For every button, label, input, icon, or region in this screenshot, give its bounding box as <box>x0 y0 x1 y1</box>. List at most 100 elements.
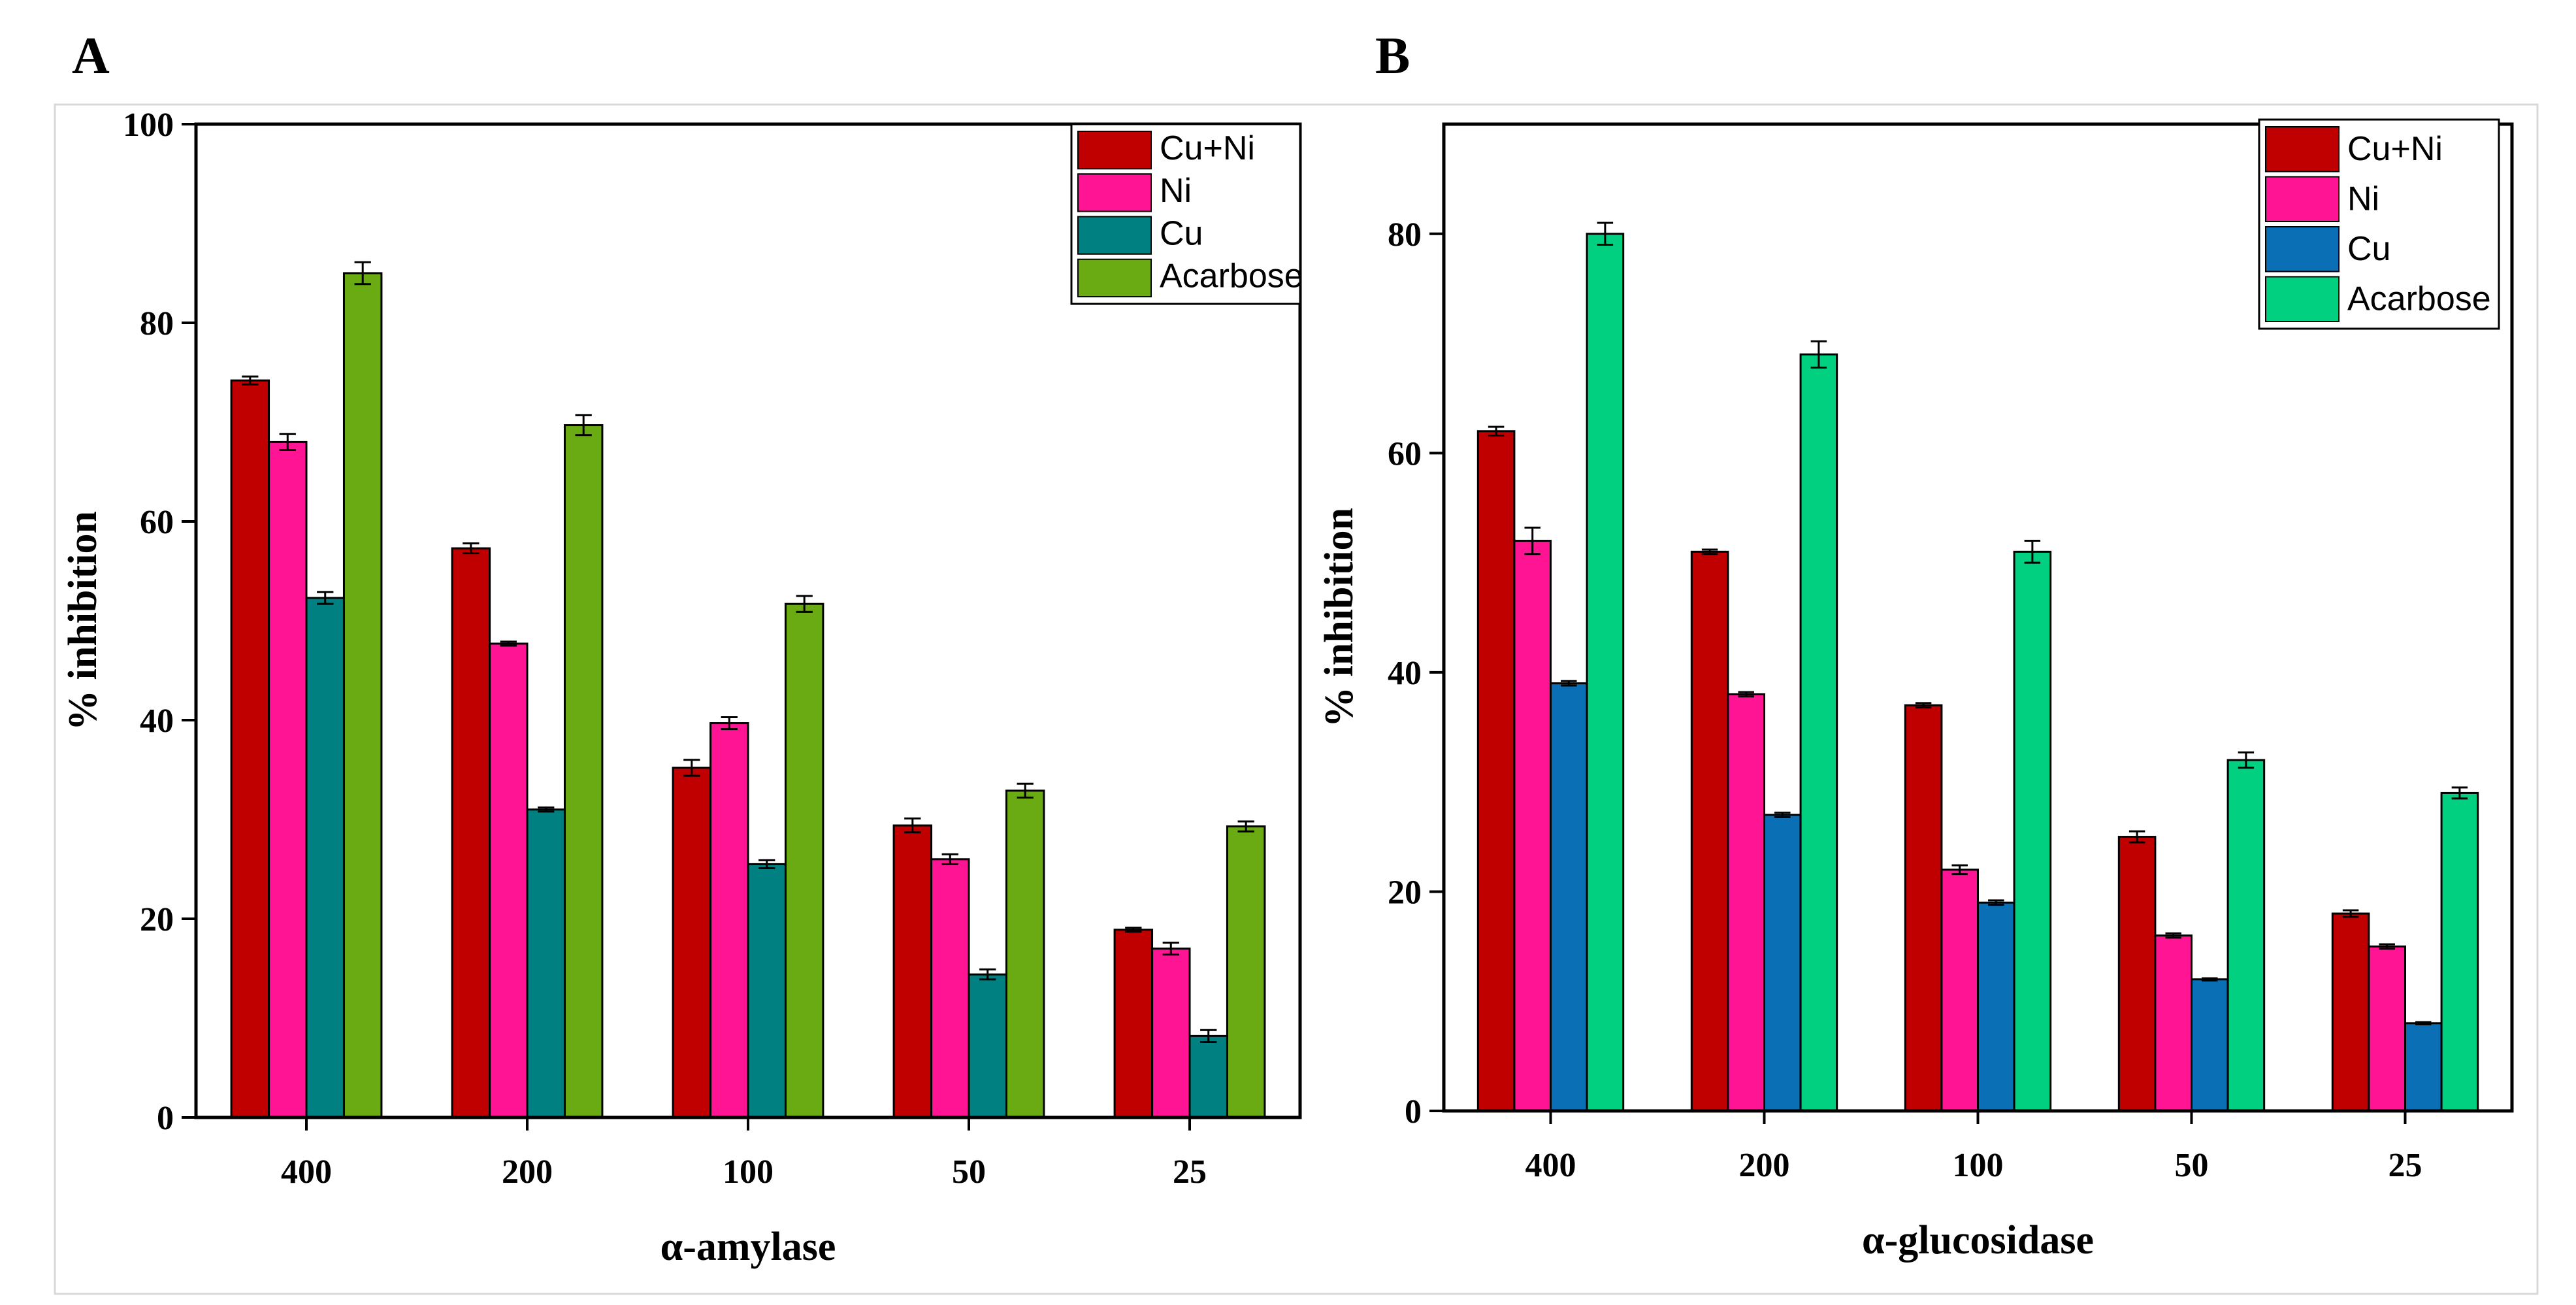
x-tick-label: 200 <box>502 1153 553 1191</box>
x-tick-label: 400 <box>1525 1147 1576 1184</box>
x-tick-label: 100 <box>723 1153 774 1191</box>
error-bar <box>758 859 775 869</box>
bar-acarbose-25 <box>2440 791 2479 1112</box>
bar-acarbose-50 <box>1005 789 1045 1119</box>
legend-swatch <box>1077 131 1152 170</box>
legend-swatch <box>1077 258 1152 297</box>
y-tick-label: 40 <box>140 702 174 740</box>
legend-swatch <box>2265 126 2340 173</box>
y-tick-label: 0 <box>1405 1093 1422 1131</box>
error-bar <box>1488 425 1505 437</box>
error-bar <box>1951 864 1968 876</box>
error-bar <box>904 817 921 834</box>
panel-a: A 0 20 40 60 80 100 400 200 100 50 25 α-amylase % inh… <box>61 27 1303 1269</box>
error-bar <box>1988 899 2004 906</box>
panel-letter: B <box>1375 27 1410 85</box>
bar-cu-ni-25 <box>2331 912 2370 1112</box>
y-tick-label: 20 <box>1388 874 1422 911</box>
legend-label: Cu+Ni <box>2347 130 2443 168</box>
y-tick-label: 0 <box>157 1100 174 1137</box>
x-tick-label: 50 <box>952 1153 986 1191</box>
legend-label: Cu+Ni <box>1160 129 1255 167</box>
bar-acarbose-400 <box>1586 233 1625 1112</box>
error-bar <box>1017 782 1034 799</box>
error-bar <box>317 591 334 605</box>
legend-swatch <box>2265 176 2340 222</box>
error-bar <box>279 433 296 452</box>
y-tick-label: 80 <box>1388 216 1422 254</box>
error-bar <box>979 968 996 981</box>
bar-cu-400 <box>305 597 345 1119</box>
bar-cu-ni-50 <box>2117 836 2157 1112</box>
bar-cu-100 <box>1977 901 2015 1112</box>
error-bar <box>1738 691 1754 698</box>
error-bar <box>2415 1021 2432 1025</box>
x-axis-title: α-amylase <box>660 1225 836 1269</box>
bar-acarbose-100 <box>2013 550 2052 1112</box>
y-tick-label: 60 <box>140 504 174 541</box>
bar-ni-50 <box>2154 934 2193 1112</box>
x-tick-label: 400 <box>281 1153 332 1191</box>
error-bar <box>796 595 813 613</box>
x-tick-label: 100 <box>1953 1147 2004 1184</box>
error-bar <box>2202 977 2218 982</box>
bar-ni-100 <box>1940 868 1979 1112</box>
y-tick-label: 80 <box>140 305 174 342</box>
legend-label: Ni <box>1160 172 1192 210</box>
error-bar <box>500 640 517 647</box>
y-tick-label: 40 <box>1388 655 1422 692</box>
bar-acarbose-400 <box>342 272 383 1119</box>
x-tick-label: 50 <box>2175 1147 2209 1184</box>
bar-ni-100 <box>709 722 749 1119</box>
error-bar <box>1162 941 1179 956</box>
bar-cu-ni-100 <box>1904 704 1943 1112</box>
bar-cu-200 <box>526 808 566 1119</box>
error-bar <box>538 806 555 813</box>
error-bar <box>1561 680 1577 687</box>
panel-b: B 0 20 40 60 80 400 200 100 50 25 α-glucosidase % in… <box>1317 27 2514 1263</box>
error-bar <box>2165 932 2181 939</box>
x-tick-label: 200 <box>1739 1147 1790 1184</box>
error-bar <box>1597 222 1614 246</box>
error-bar <box>1237 820 1254 833</box>
bar-cu-50 <box>968 973 1007 1119</box>
bar-ni-200 <box>1727 693 1765 1112</box>
legend-swatch <box>1077 216 1152 255</box>
y-tick-label: 20 <box>140 901 174 938</box>
error-bar <box>1810 340 1827 369</box>
x-axis-title: α-glucosidase <box>1862 1218 2094 1263</box>
y-tick-label: 60 <box>1388 435 1422 472</box>
error-bar <box>1200 1029 1217 1043</box>
bar-ni-25 <box>1151 948 1191 1119</box>
bar-acarbose-50 <box>2226 759 2266 1112</box>
error-bar <box>1701 548 1718 555</box>
legend-label: Cu <box>1160 214 1203 252</box>
y-tick-label: 100 <box>123 107 174 144</box>
error-bar <box>1125 927 1142 933</box>
bar-ni-400 <box>268 440 308 1119</box>
bar-ni-200 <box>489 642 529 1119</box>
bar-acarbose-100 <box>784 603 824 1119</box>
legend-label: Acarbose <box>1160 257 1303 295</box>
error-bar <box>1524 526 1541 555</box>
error-bar <box>721 716 738 731</box>
bar-cu-25 <box>2404 1022 2443 1112</box>
bar-cu-ni-200 <box>1690 550 1729 1112</box>
figure-border <box>54 103 2539 1295</box>
bar-acarbose-200 <box>563 424 604 1119</box>
x-tick-label: 25 <box>1173 1153 1207 1191</box>
error-bar <box>1774 812 1791 818</box>
error-bar <box>463 542 480 555</box>
error-bar <box>2238 751 2255 769</box>
bar-ni-25 <box>2368 945 2406 1112</box>
bar-cu-ni-100 <box>672 767 712 1119</box>
bar-cu-50 <box>2191 978 2229 1112</box>
bar-cu-25 <box>1188 1034 1228 1119</box>
bar-cu-ni-200 <box>451 547 491 1119</box>
error-bar <box>354 261 371 286</box>
panel-letter: A <box>72 27 110 85</box>
error-bar <box>2379 943 2395 950</box>
legend-swatch <box>2265 226 2340 273</box>
error-bar <box>242 375 259 386</box>
